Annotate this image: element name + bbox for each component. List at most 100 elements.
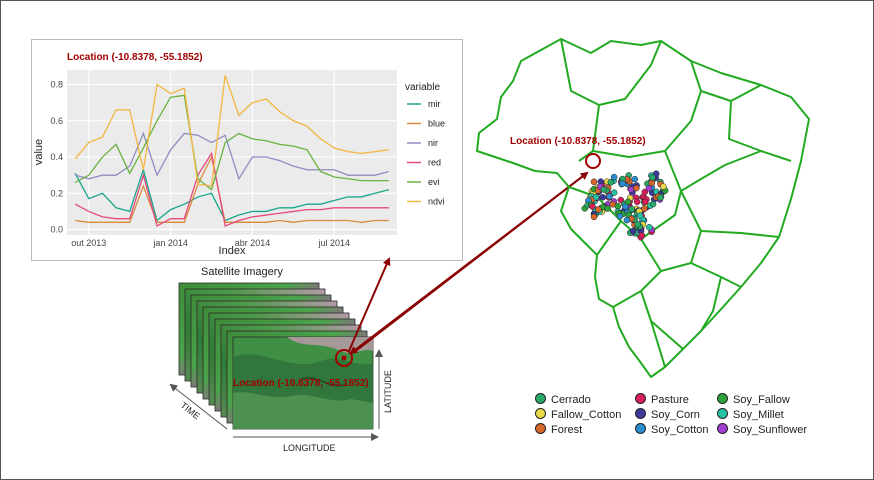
map-location-marker [585,153,601,169]
map-legend-item: Soy_Corn [635,408,700,421]
legend-dot-icon [635,393,646,404]
sample-point [631,175,639,183]
map-legend-label: Forest [551,424,583,436]
sample-point [633,198,641,206]
sample-point [649,200,657,208]
series-line-red [74,151,389,227]
sample-point [641,198,649,206]
series-line-blue [75,155,389,223]
sample-point [660,183,667,190]
sample-point [638,232,646,239]
legend-dot-icon [535,408,546,419]
map-legend-item: Forest [535,423,582,436]
sample-point [634,221,642,228]
map-legend-label: Soy_Cotton [651,424,709,436]
map-legend-label: Cerrado [551,394,591,406]
map-legend-item: Soy_Cotton [635,423,708,436]
sample-point [614,202,622,210]
y-tick-label: 0.0 [50,225,63,235]
map-legend-label: Soy_Sunflower [733,424,807,436]
time-series-chart: 0.0 0.2 0.4 0.6 0.8 out 2013 jan 2014 abr 2014… [33,52,445,257]
x-tick-label: abr 2014 [235,238,271,248]
legend-dot-icon [535,423,546,434]
time-axis-arrow [169,383,228,430]
y-tick-label: 0.4 [50,152,63,162]
legend-title: variable [405,82,440,93]
sample-point [645,185,653,192]
sample-point [629,227,637,235]
series-line-ndvi [74,75,389,187]
sample-point [646,224,653,231]
sample-point [619,180,626,187]
x-tick-label: out 2013 [71,238,106,248]
x-tick-label: jan 2014 [152,238,188,248]
satellite-location-marker [335,349,353,367]
sample-point [627,186,635,193]
map-location-label: Location (-10.8378, -55.1852) [510,136,646,147]
legend-label-evi: evi [428,177,440,187]
series-lines [74,75,389,227]
y-ticks: 0.0 0.2 0.4 0.6 0.8 [50,80,63,235]
y-tick-label: 0.2 [50,188,63,198]
x-axis-title: Index [219,245,246,257]
brazil-outline [476,38,810,378]
legend-label-mir: mir [428,99,441,109]
longitude-axis-label: LONGITUDE [283,443,336,453]
legend-dot-icon [717,408,728,419]
sample-point [624,198,632,206]
legend-dot-icon [535,393,546,404]
satellite-location-dot [341,355,347,361]
time-series-panel: 0.0 0.2 0.4 0.6 0.8 out 2013 jan 2014 abr 2014… [31,39,463,261]
map-legend: Cerrado Fallow_Cotton Forest Pasture Soy_Cor… [523,393,823,441]
arrow-to-chart [348,257,391,352]
legend-dot-icon [717,393,728,404]
map-legend-label: Fallow_Cotton [551,409,622,421]
sample-point [599,194,607,201]
chart-title: Location (-10.8378, -55.1852) [67,52,203,63]
sample-point [623,216,631,224]
map-legend-label: Soy_Millet [733,409,784,421]
sample-point [649,173,656,181]
sample-point [628,205,635,213]
satellite-location-label: Location (-10.8378, -55.1852) [233,378,369,389]
sample-point [610,189,618,196]
sample-point [657,194,664,201]
sample-point [616,213,624,220]
y-tick-label: 0.8 [50,80,63,90]
sample-point [592,193,600,201]
series-line-evi [74,94,389,191]
y-axis-title: value [33,139,45,165]
sample-point [595,206,602,213]
sample-point [590,213,598,221]
sample-point [610,173,618,181]
legend-dot-icon [635,408,646,419]
legend-dot-icon [635,423,646,434]
map-legend-label: Soy_Fallow [733,394,790,406]
sample-points [581,170,669,241]
x-tick-label: jul 2014 [318,238,351,248]
map-legend-item: Pasture [635,393,689,406]
legend-label-blue: blue [428,119,445,129]
legend-label-ndvi: ndvi [428,197,445,207]
latitude-axis-label: LATITUDE [383,370,393,413]
legend-label-nir: nir [428,138,438,148]
map-legend-item: Fallow_Cotton [535,408,621,421]
time-axis-label: TIME [179,400,202,421]
chart-legend: mir blue nir red evi ndvi [407,99,445,207]
sample-point [590,178,598,186]
legend-dot-icon [717,423,728,434]
map-legend-item: Soy_Sunflower [717,423,807,436]
series-line-mir [74,167,389,222]
sample-point [589,203,596,210]
map-legend-label: Pasture [651,394,689,406]
map-legend-item: Soy_Fallow [717,393,790,406]
sample-point [604,205,611,212]
sample-point [648,179,656,187]
sample-point [641,188,649,196]
y-tick-label: 0.6 [50,116,63,126]
map-legend-item: Soy_Millet [717,408,784,421]
map-legend-label: Soy_Corn [651,409,700,421]
sample-point [633,184,640,192]
